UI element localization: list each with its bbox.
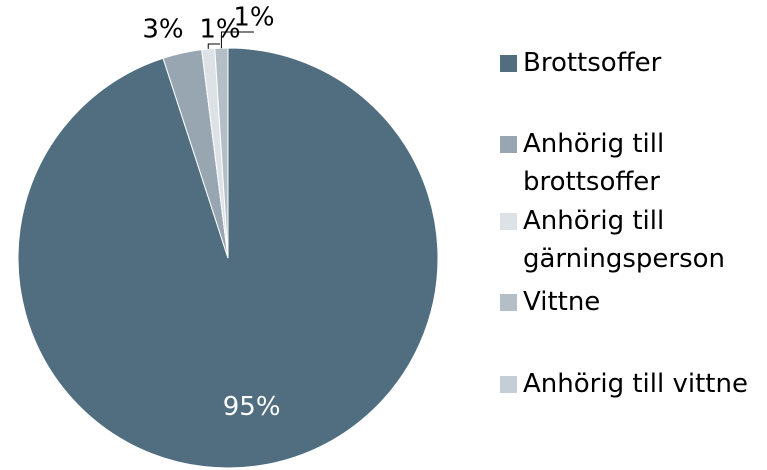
legend-label: Anhörig till gärningsperson	[523, 206, 726, 274]
legend-label: Anhörig till vittne	[523, 369, 748, 399]
leader-line	[220, 31, 254, 49]
legend-swatch	[500, 55, 517, 72]
pie-slice	[214, 47, 229, 259]
legend-swatch	[500, 136, 517, 153]
legend-item: Anhörig till gärningsperson	[500, 202, 758, 278]
legend-swatch	[500, 294, 517, 311]
legend-swatch	[500, 376, 517, 393]
data-label: 3%	[142, 15, 183, 45]
data-label: 95%	[223, 392, 281, 422]
legend-item: Anhörig till vittne	[500, 365, 758, 403]
legend-item: Anhörig till brottsoffer	[500, 125, 758, 201]
legend-item: Vittne	[500, 283, 758, 321]
legend-label: Vittne	[523, 287, 601, 317]
leader-line	[207, 43, 220, 49]
legend-item: Brottsoffer	[500, 44, 758, 82]
legend-label: Brottsoffer	[523, 48, 662, 78]
legend-label: Anhörig till brottsoffer	[523, 129, 665, 197]
data-label: 1%	[233, 3, 274, 33]
data-label: 1%	[199, 15, 240, 45]
legend-swatch	[500, 213, 517, 230]
